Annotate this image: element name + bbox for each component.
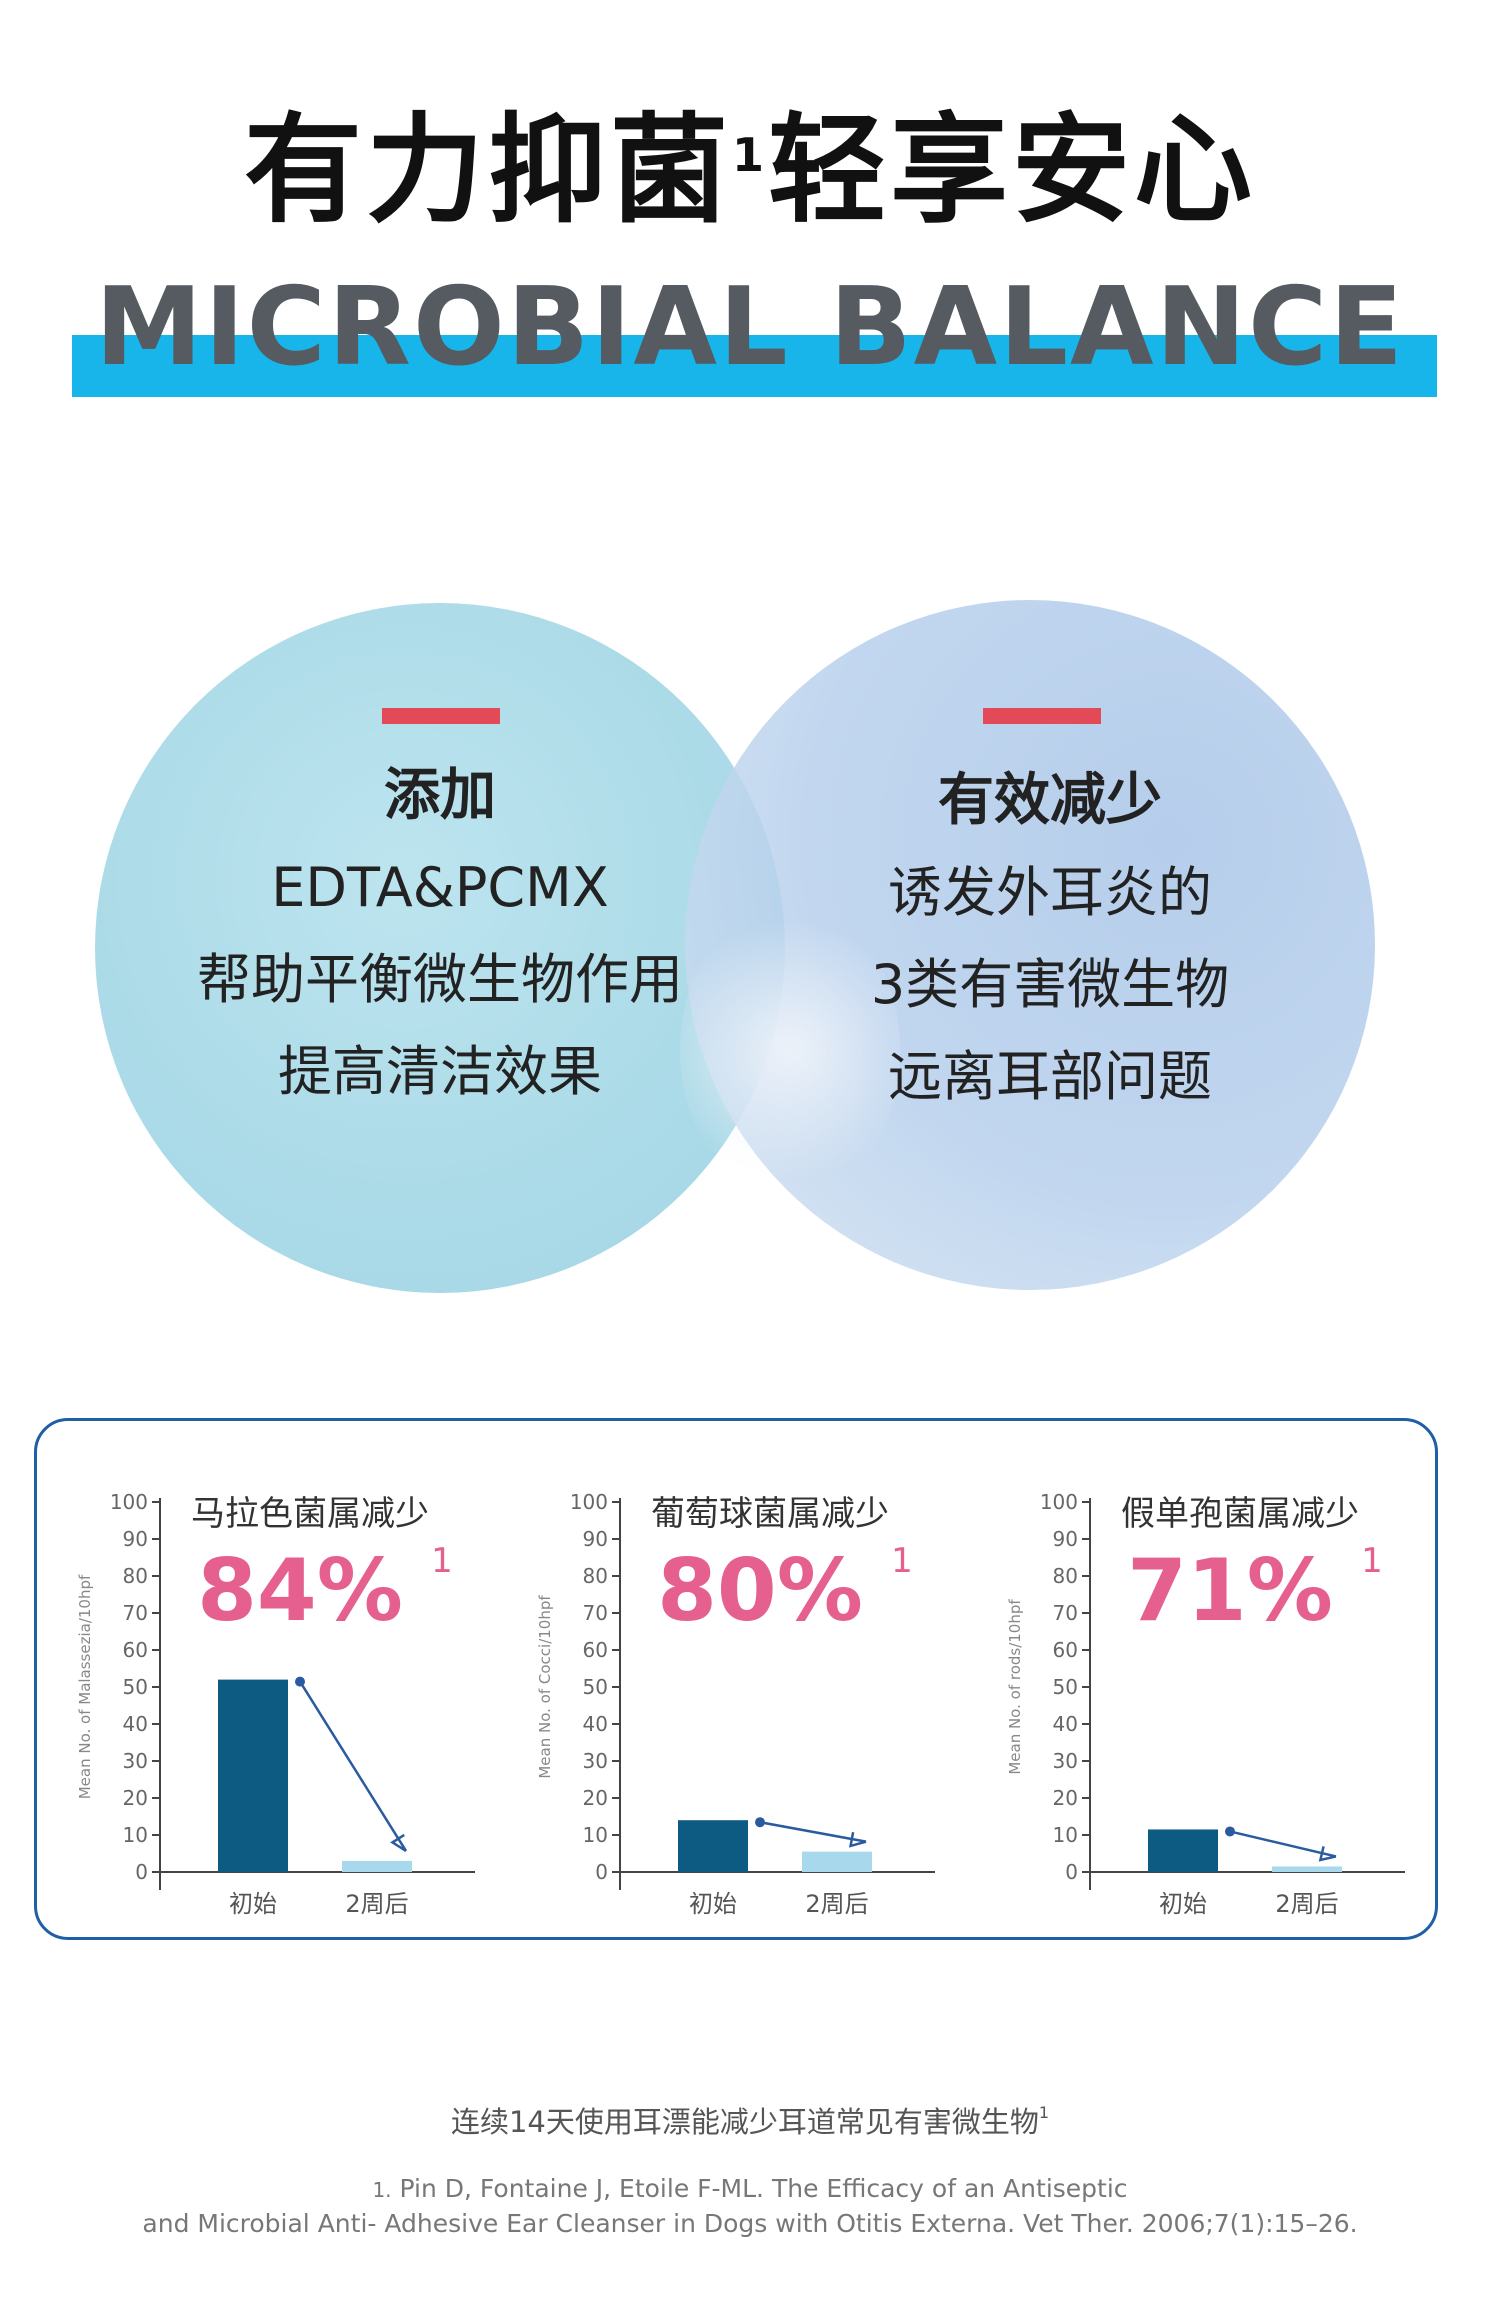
- reference: 1. Pin D, Fontaine J, Etoile F-ML. The E…: [0, 2172, 1500, 2241]
- y-tick-label: 90: [583, 1527, 608, 1551]
- reduction-percent: 71%: [1127, 1541, 1333, 1641]
- chart-rods: Mean No. of rods/10hpf 0 10 20 30 40 50 60 70 80 9…: [1006, 1490, 1405, 1918]
- y-tick-label: 80: [583, 1564, 608, 1588]
- right-accent-bar: [983, 708, 1101, 724]
- y-tick-label: 90: [1053, 1527, 1078, 1551]
- bar-initial: [218, 1679, 288, 1872]
- chart-cocci: Mean No. of Cocci/10hpf 0 10 20 30 40 50 60 70 80…: [536, 1490, 935, 1918]
- y-tick-label: 50: [123, 1675, 148, 1699]
- y-tick-label: 70: [583, 1601, 608, 1625]
- y-tick-label: 40: [583, 1712, 608, 1736]
- left-accent-bar: [382, 708, 500, 724]
- y-tick-label: 30: [583, 1749, 608, 1773]
- chart-title: 假单孢菌属减少: [1121, 1494, 1359, 1534]
- venn-right-heading: 有效减少: [938, 768, 1162, 833]
- chart-title: 葡萄球菌属减少: [651, 1494, 889, 1534]
- y-tick-label: 60: [123, 1638, 148, 1662]
- trend-arrowhead: [390, 1833, 407, 1852]
- venn-right-line-2: 3类有害微生物: [870, 953, 1230, 1016]
- reference-line-2: and Microbial Anti- Adhesive Ear Cleanse…: [142, 2209, 1358, 2238]
- trend-arrowhead: [848, 1831, 867, 1848]
- y-tick-label: 100: [570, 1490, 608, 1514]
- bar-initial: [678, 1820, 748, 1872]
- reduction-percent-superscript: 1: [1361, 1541, 1383, 1581]
- y-tick-label: 70: [1053, 1601, 1078, 1625]
- bar-after: [1272, 1866, 1342, 1872]
- title-superscript: 1: [731, 128, 768, 182]
- y-tick-label: 0: [135, 1860, 148, 1884]
- venn-right-line-1: 诱发外耳炎的: [888, 861, 1212, 924]
- reference-line-1: Pin D, Fontaine J, Etoile F-ML. The Effi…: [399, 2174, 1128, 2203]
- page-subtitle: MICROBIAL BALANCE: [94, 265, 1406, 390]
- y-tick-label: 0: [595, 1860, 608, 1884]
- subtitle-band: [72, 335, 1437, 397]
- trend-line: [298, 1680, 408, 1852]
- page-title: 有力抑菌 1 轻享安心: [0, 100, 1500, 240]
- y-tick-label: 20: [1053, 1786, 1078, 1810]
- bar-initial: [1148, 1829, 1218, 1872]
- y-tick-label: 60: [583, 1638, 608, 1662]
- bar-after: [802, 1851, 872, 1872]
- reference-number: 1.: [372, 2178, 392, 2202]
- y-tick-label: 80: [1053, 1564, 1078, 1588]
- y-tick-label: 80: [123, 1564, 148, 1588]
- y-tick-label: 10: [1053, 1823, 1078, 1847]
- venn-left-line-3: 提高清洁效果: [278, 1040, 602, 1103]
- venn-right-text: 有效减少 诱发外耳炎的 3类有害微生物 远离耳部问题: [750, 755, 1350, 1123]
- y-tick-label: 30: [1053, 1749, 1078, 1773]
- y-tick-label: 0: [1065, 1860, 1078, 1884]
- y-axis-label: Mean No. of Malassezia/10hpf: [76, 1574, 94, 1799]
- y-tick-label: 60: [1053, 1638, 1078, 1662]
- x-tick-label: 2周后: [345, 1890, 408, 1918]
- trend-start-dot: [1225, 1826, 1235, 1837]
- reduction-percent: 80%: [657, 1541, 863, 1641]
- venn-right-line-3: 远离耳部问题: [888, 1045, 1212, 1108]
- venn-left-line-1: EDTA&PCMX: [271, 856, 609, 919]
- venn-left-heading: 添加: [384, 763, 496, 828]
- y-tick-label: 20: [583, 1786, 608, 1810]
- y-tick-label: 100: [1040, 1490, 1078, 1514]
- x-tick-label: 2周后: [1275, 1890, 1338, 1918]
- y-tick-label: 50: [583, 1675, 608, 1699]
- y-axis-label: Mean No. of Cocci/10hpf: [536, 1595, 554, 1779]
- chart-malassezia: Mean No. of Malassezia/10hpf 0 10 20 30 40 50 6…: [76, 1490, 475, 1918]
- trend-line: [759, 1820, 867, 1843]
- summary-text: 连续14天使用耳漂能减少耳道常见有害微生物: [450, 2105, 1039, 2139]
- y-tick-label: 30: [123, 1749, 148, 1773]
- venn-overlap-highlight: [680, 900, 900, 1200]
- y-tick-label: 10: [583, 1823, 608, 1847]
- y-tick-label: 40: [123, 1712, 148, 1736]
- venn-left-line-2: 帮助平衡微生物作用: [197, 948, 683, 1011]
- reduction-percent: 84%: [197, 1541, 403, 1641]
- trend-arrowhead: [1318, 1846, 1337, 1862]
- title-main: 有力抑菌: [243, 101, 732, 239]
- y-tick-label: 90: [123, 1527, 148, 1551]
- y-tick-label: 50: [1053, 1675, 1078, 1699]
- y-tick-label: 10: [123, 1823, 148, 1847]
- summary-superscript: 1: [1038, 2103, 1050, 2122]
- y-axis-label: Mean No. of rods/10hpf: [1006, 1599, 1024, 1775]
- x-tick-label: 2周后: [805, 1890, 868, 1918]
- summary-note: 连续14天使用耳漂能减少耳道常见有害微生物1: [0, 2093, 1500, 2142]
- trend-line: [1229, 1830, 1337, 1858]
- y-tick-label: 40: [1053, 1712, 1078, 1736]
- x-tick-label: 初始: [689, 1890, 737, 1918]
- y-tick-label: 100: [110, 1490, 148, 1514]
- chart-title: 马拉色菌属减少: [191, 1494, 429, 1534]
- x-tick-label: 初始: [1159, 1890, 1207, 1918]
- title-tail: 轻享安心: [768, 101, 1257, 239]
- reduction-percent-superscript: 1: [891, 1541, 913, 1581]
- y-tick-label: 20: [123, 1786, 148, 1810]
- x-tick-label: 初始: [229, 1890, 277, 1918]
- y-tick-label: 70: [123, 1601, 148, 1625]
- trend-start-dot: [755, 1817, 765, 1828]
- venn-left-text: 添加 EDTA&PCMX 帮助平衡微生物作用 提高清洁效果: [140, 750, 740, 1118]
- bar-after: [342, 1860, 412, 1872]
- reduction-percent-superscript: 1: [431, 1541, 453, 1581]
